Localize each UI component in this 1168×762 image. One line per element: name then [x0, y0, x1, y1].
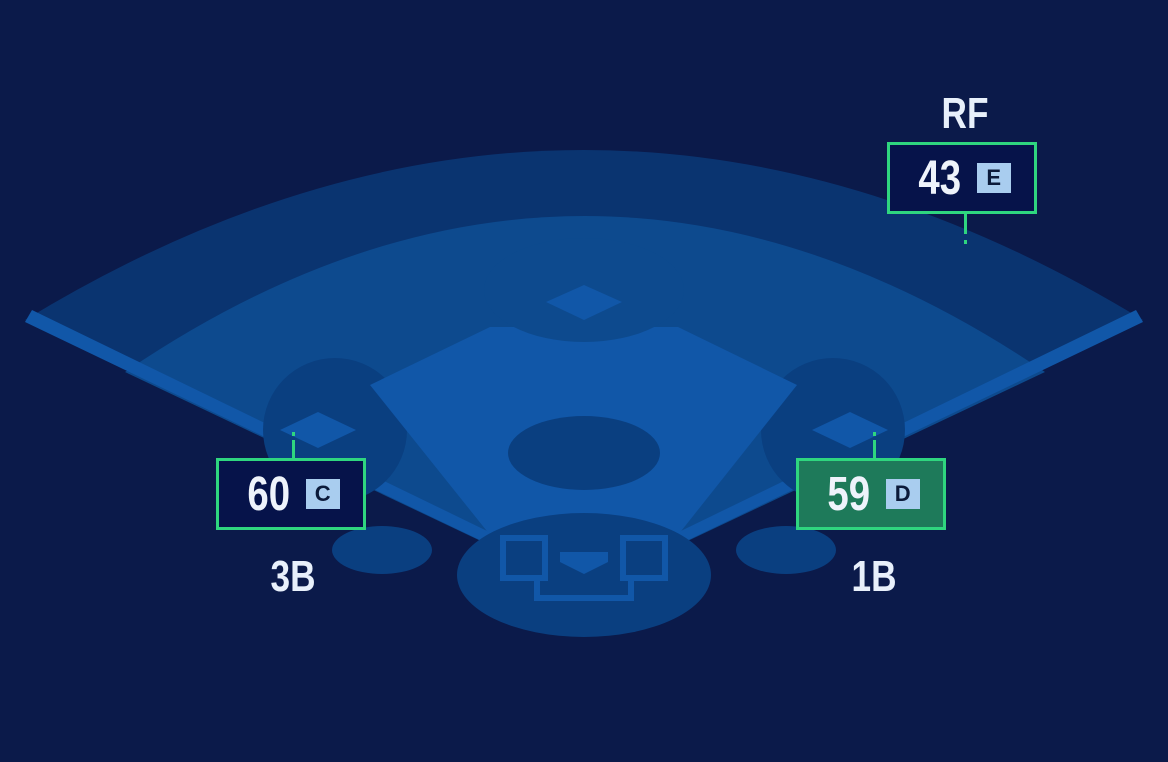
score-box-1b[interactable]: 59 D	[796, 458, 946, 530]
grade-badge: C	[305, 479, 340, 509]
grade-badge: E	[976, 163, 1011, 193]
on-deck-circle-left	[332, 526, 432, 574]
grade-badge: D	[885, 479, 920, 509]
batters-boxes	[500, 535, 668, 601]
connector-rf-dot	[964, 240, 967, 244]
position-label-rf: RF	[941, 89, 989, 138]
home-plate-area	[457, 513, 711, 637]
pitchers-mound	[508, 416, 660, 490]
second-base	[546, 285, 622, 320]
score-value: 60	[247, 467, 291, 521]
first-base	[812, 412, 888, 448]
connector-rf	[964, 214, 967, 234]
score-box-3b[interactable]: 60 C	[216, 458, 366, 530]
score-box-rf[interactable]: 43 E	[887, 142, 1037, 214]
connector-3b-dot	[292, 432, 295, 436]
score-value: 43	[918, 151, 962, 205]
position-label-3b: 3B	[270, 552, 316, 601]
connector-1b	[873, 440, 876, 460]
third-base	[280, 412, 356, 448]
connector-1b-dot	[873, 432, 876, 436]
on-deck-circle-right	[736, 526, 836, 574]
home-plate	[560, 552, 608, 574]
connector-3b	[292, 440, 295, 460]
position-label-1b: 1B	[851, 552, 897, 601]
score-value: 59	[827, 467, 871, 521]
